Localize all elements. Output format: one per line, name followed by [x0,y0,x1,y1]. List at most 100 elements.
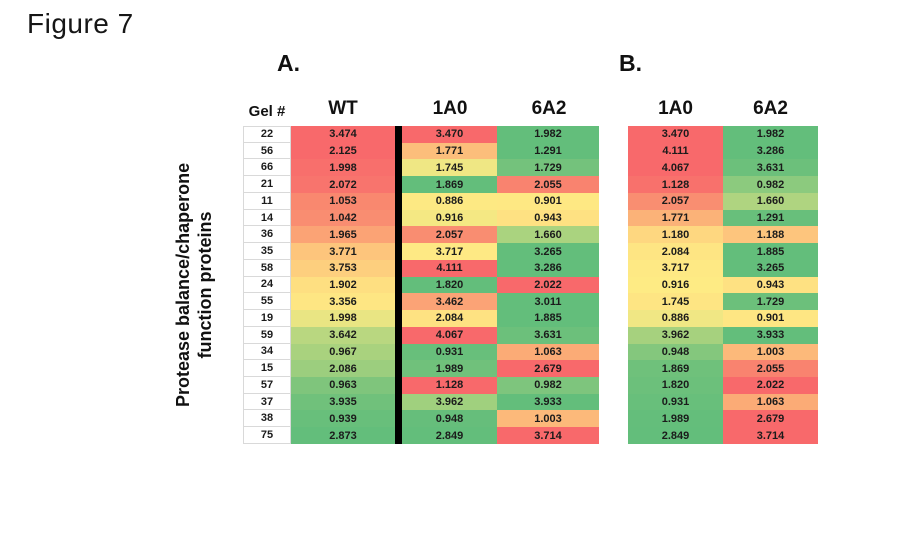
column-divider-bar [395,276,402,294]
heatmap-cell: 1.885 [723,243,818,260]
table-row: 38 0.939 0.948 1.003 [243,410,599,428]
table-row: 59 3.642 4.067 3.631 [243,326,599,344]
heatmap-cell: 2.125 [291,142,395,160]
heatmap-cell: 0.948 [402,410,497,428]
heatmap-cell: 2.055 [723,360,818,378]
column-divider-bar [395,293,402,311]
heatmap-cell: 1.869 [628,360,723,378]
panel-a-label: A. [277,50,300,76]
heatmap-cell: 3.631 [497,326,599,344]
column-divider-bar [395,126,402,143]
heatmap-cell: 0.948 [628,343,723,361]
heatmap-cell: 1.729 [723,293,818,311]
heatmap-cell: 1.965 [291,226,395,244]
table-row: 58 3.753 4.111 3.286 [243,259,599,277]
heatmap-cell: 1.902 [291,276,395,294]
table-row: 35 3.771 3.717 3.265 [243,243,599,260]
gel-number-cell: 55 [243,293,291,311]
gel-number-cell: 57 [243,377,291,394]
heatmap-cell: 1.660 [497,226,599,244]
heatmap-cell: 2.057 [628,192,723,210]
heatmap-cell: 3.011 [497,293,599,311]
heatmap-cell: 3.470 [628,126,723,143]
heatmap-cell: 3.714 [497,427,599,444]
panel-a-column-header-1a0: 1A0 [432,98,468,119]
heatmap-cell: 0.886 [402,192,497,210]
heatmap-cell: 3.286 [497,259,599,277]
column-divider-bar [395,393,402,411]
heatmap-cell: 1.063 [497,343,599,361]
heatmap-cell: 1.291 [497,142,599,160]
table-row: 3.717 3.265 [628,259,818,277]
y-axis-label-line2: function proteins [195,211,216,359]
column-divider-bar [395,326,402,344]
heatmap-cell: 1.291 [723,209,818,227]
heatmap-cell: 0.931 [402,343,497,361]
panel-a-column-header-wt: WT [328,98,358,119]
heatmap-cell: 2.086 [291,360,395,378]
panel-b-heatmap: 3.470 1.982 4.111 3.286 4.067 3.631 1.128 0.982… [628,126,818,444]
heatmap-cell: 3.962 [402,393,497,411]
table-row: 3.470 1.982 [628,126,818,143]
panel-b-label: B. [619,50,642,76]
table-row: 11 1.053 0.886 0.901 [243,192,599,210]
table-row: 0.916 0.943 [628,276,818,294]
table-row: 21 2.072 1.869 2.055 [243,176,599,193]
heatmap-cell: 3.265 [497,243,599,260]
column-divider-bar [395,377,402,394]
column-divider-bar [395,142,402,160]
heatmap-cell: 1.729 [497,159,599,177]
column-divider-bar [395,427,402,444]
table-row: 1.869 2.055 [628,360,818,378]
heatmap-cell: 1.128 [402,377,497,394]
table-row: 55 3.356 3.462 3.011 [243,293,599,311]
heatmap-cell: 1.998 [291,310,395,327]
heatmap-cell: 0.901 [497,192,599,210]
heatmap-cell: 3.356 [291,293,395,311]
column-divider-bar [395,310,402,327]
gel-number-cell: 75 [243,427,291,444]
column-divider-bar [395,226,402,244]
table-row: 37 3.935 3.962 3.933 [243,393,599,411]
heatmap-cell: 2.072 [291,176,395,193]
table-row: 56 2.125 1.771 1.291 [243,142,599,160]
heatmap-cell: 3.631 [723,159,818,177]
table-row: 24 1.902 1.820 2.022 [243,276,599,294]
gel-number-cell: 15 [243,360,291,378]
gel-number-cell: 36 [243,226,291,244]
table-row: 1.128 0.982 [628,176,818,193]
heatmap-cell: 1.820 [628,377,723,394]
heatmap-cell: 3.935 [291,393,395,411]
heatmap-cell: 2.022 [497,276,599,294]
heatmap-cell: 1.869 [402,176,497,193]
heatmap-cell: 1.745 [402,159,497,177]
heatmap-cell: 0.982 [497,377,599,394]
heatmap-cell: 4.067 [628,159,723,177]
heatmap-cell: 1.989 [628,410,723,428]
panel-a-heatmap: 22 3.474 3.470 1.982 56 2.125 1.771 1.291 66 1.99… [243,126,599,444]
heatmap-cell: 1.745 [628,293,723,311]
heatmap-cell: 1.660 [723,192,818,210]
table-row: 2.084 1.885 [628,243,818,260]
gel-number-cell: 14 [243,209,291,227]
heatmap-cell: 4.067 [402,326,497,344]
table-row: 75 2.873 2.849 3.714 [243,427,599,444]
gel-number-cell: 19 [243,310,291,327]
heatmap-cell: 3.962 [628,326,723,344]
gel-number-cell: 59 [243,326,291,344]
heatmap-cell: 1.003 [723,343,818,361]
table-row: 36 1.965 2.057 1.660 [243,226,599,244]
heatmap-cell: 1.003 [497,410,599,428]
heatmap-cell: 1.771 [628,209,723,227]
heatmap-cell: 1.989 [402,360,497,378]
heatmap-cell: 2.057 [402,226,497,244]
heatmap-cell: 3.470 [402,126,497,143]
column-divider-bar [395,343,402,361]
heatmap-cell: 1.063 [723,393,818,411]
table-row: 4.067 3.631 [628,159,818,177]
heatmap-cell: 0.943 [497,209,599,227]
table-row: 0.886 0.901 [628,310,818,327]
heatmap-cell: 1.053 [291,192,395,210]
table-row: 0.931 1.063 [628,393,818,411]
column-divider-bar [395,243,402,260]
